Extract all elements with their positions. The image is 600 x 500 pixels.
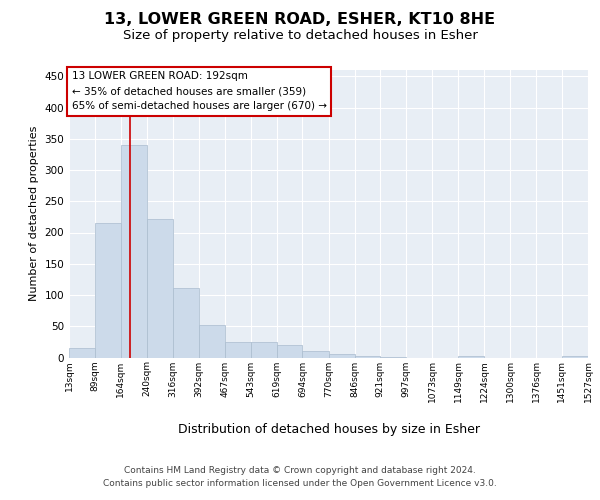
Bar (302, 351, 329, 358)
Bar (562, 356, 588, 358)
Bar (121, 145, 147, 358)
Text: Contains HM Land Registry data © Crown copyright and database right 2024.: Contains HM Land Registry data © Crown c… (124, 466, 476, 475)
Bar (277, 345, 302, 358)
Text: Contains public sector information licensed under the Open Government Licence v3: Contains public sector information licen… (103, 479, 497, 488)
Text: Distribution of detached houses by size in Esher: Distribution of detached houses by size … (178, 422, 480, 436)
Text: 13, LOWER GREEN ROAD, ESHER, KT10 8HE: 13, LOWER GREEN ROAD, ESHER, KT10 8HE (104, 12, 496, 28)
Bar (199, 325, 224, 358)
Bar (458, 356, 484, 358)
Bar (173, 288, 199, 358)
Bar (224, 342, 251, 357)
Bar (329, 354, 355, 358)
Text: Size of property relative to detached houses in Esher: Size of property relative to detached ho… (122, 29, 478, 42)
Y-axis label: Number of detached properties: Number of detached properties (29, 126, 39, 302)
Bar (69, 348, 95, 358)
Bar (380, 357, 406, 358)
Text: 13 LOWER GREEN ROAD: 192sqm
← 35% of detached houses are smaller (359)
65% of se: 13 LOWER GREEN ROAD: 192sqm ← 35% of det… (71, 72, 326, 111)
Bar (251, 342, 277, 357)
Bar (147, 219, 173, 358)
Bar (355, 356, 380, 358)
Bar (95, 223, 121, 358)
